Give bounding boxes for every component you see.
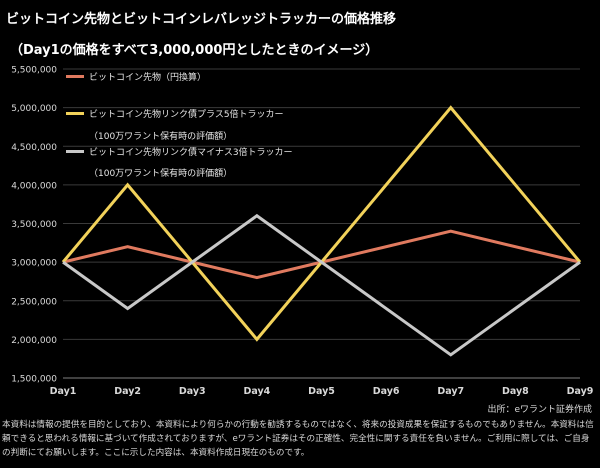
y-tick-label: 2,500,000 [11,297,57,307]
y-tick-label: 4,000,000 [11,181,57,191]
y-tick-label: 2,000,000 [11,336,57,346]
legend-label-1: ビットコイン先物（円換算） [89,71,206,83]
x-tick-label: Day3 [179,386,206,397]
x-tick-label: Day7 [437,386,464,397]
legend-sublabel-3: （100万ワラント保有時の評価額） [89,167,232,179]
series-line-3 [62,213,581,357]
legend-sublabel-2: （100万ワラント保有時の評価額） [89,130,232,142]
x-tick-label: Day6 [373,386,400,397]
x-tick-label: Day1 [50,386,77,397]
legend-label-2: ビットコイン先物リンク債プラス5倍トラッカー [89,108,284,120]
x-tick-label: Day4 [243,386,270,397]
disclaimer-text: 本資料は情報の提供を目的としており、本資料により何らかの行動を勧誘するものではな… [2,420,594,458]
legend-label-3: ビットコイン先物リンク債マイナス3倍トラッカー [89,146,293,158]
x-tick-label: Day2 [114,386,141,397]
chart-subtitle: （Day1の価格をすべて3,000,000円としたときのイメージ） [10,43,379,58]
line-chart: 1,500,000 2,000,000 2,500,000 3,000,000 3,50… [11,66,594,398]
y-tick-label: 4,500,000 [11,143,57,153]
y-tick-label: 3,000,000 [11,259,57,269]
y-tick-label: 5,000,000 [11,104,57,114]
y-tick-label: 1,500,000 [11,375,57,385]
x-tick-label: Day9 [567,386,594,397]
series-line-1 [62,229,581,280]
y-tick-label: 3,500,000 [11,220,57,230]
x-tick-label: Day5 [308,386,335,397]
chart-title: ビットコイン先物とビットコインレバレッジトラッカーの価格推移 [6,12,397,27]
x-tick-label: Day8 [502,386,529,397]
series-line-2 [61,105,582,342]
y-tick-label: 5,500,000 [11,66,57,76]
source-note: 出所：eワラント証券作成 [487,405,592,415]
